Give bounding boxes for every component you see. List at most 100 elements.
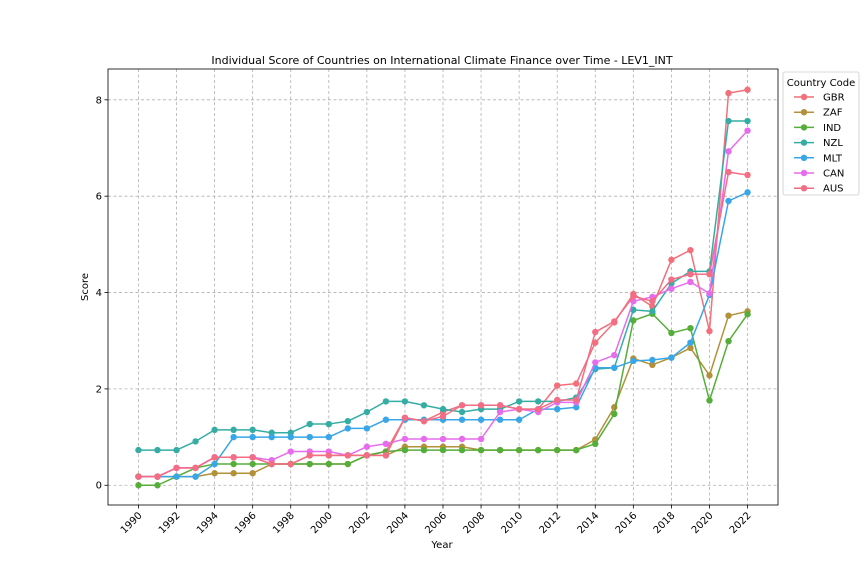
data-point-gbr	[706, 327, 713, 335]
data-point-aus	[477, 402, 485, 409]
data-point-aus	[211, 454, 218, 461]
x-axis-label: Year	[430, 540, 453, 551]
legend-item-zaf: ZAF	[794, 108, 843, 119]
data-point-ind	[344, 460, 352, 468]
y-tick-label: 0	[96, 481, 102, 492]
legend-item-nzl: NZL	[794, 138, 843, 149]
data-point-nzl	[744, 117, 751, 125]
data-point-nzl	[649, 308, 656, 315]
data-point-aus	[230, 454, 237, 461]
data-point-ind	[458, 446, 466, 454]
data-point-aus	[611, 318, 618, 325]
data-point-can	[287, 448, 294, 455]
legend-marker	[800, 169, 808, 177]
data-point-aus	[534, 405, 542, 413]
data-point-can	[687, 278, 694, 286]
series-layer	[135, 86, 751, 489]
data-point-ind	[306, 460, 313, 468]
data-point-can	[611, 351, 618, 359]
data-point-nzl	[154, 446, 161, 454]
data-point-aus	[344, 452, 352, 459]
data-point-aus	[458, 402, 466, 409]
data-point-gbr	[744, 86, 751, 93]
y-tick-label: 6	[96, 192, 102, 203]
data-point-zaf	[211, 470, 218, 477]
data-point-zaf	[706, 372, 713, 379]
data-point-nzl	[439, 405, 447, 413]
data-point-mlt	[744, 189, 751, 196]
legend-label: AUS	[823, 184, 844, 195]
data-point-aus	[687, 271, 694, 278]
series-mlt	[135, 189, 751, 480]
data-point-zaf	[687, 344, 694, 352]
legend-marker	[800, 139, 808, 146]
data-point-nzl	[420, 402, 428, 409]
data-point-nzl	[725, 117, 732, 125]
data-point-mlt	[611, 364, 618, 371]
data-point-nzl	[630, 306, 637, 314]
series-line-can	[138, 130, 749, 478]
data-point-nzl	[382, 398, 390, 405]
data-point-mlt	[725, 197, 732, 205]
legend-marker	[800, 185, 808, 192]
data-point-can	[706, 290, 713, 297]
data-point-gbr	[725, 89, 732, 97]
data-point-mlt	[668, 354, 675, 361]
x-tick-label: 2008	[461, 510, 487, 536]
legend-item-can: CAN	[794, 169, 844, 180]
legend-item-aus: AUS	[794, 184, 844, 195]
legend-label: IND	[823, 123, 841, 134]
data-point-ind	[611, 410, 618, 418]
legend-label: ZAF	[823, 108, 843, 119]
data-point-ind	[573, 446, 580, 454]
data-point-mlt	[268, 433, 275, 441]
data-point-ind	[630, 317, 637, 324]
data-point-nzl	[211, 426, 218, 434]
y-tick-label: 4	[96, 288, 102, 299]
data-point-aus	[173, 464, 180, 472]
data-point-gbr	[554, 382, 561, 389]
data-point-mlt	[573, 404, 580, 411]
data-point-nzl	[249, 426, 256, 434]
data-point-nzl	[173, 446, 180, 454]
data-point-aus	[668, 276, 675, 283]
y-tick-label: 8	[96, 95, 102, 106]
data-point-mlt	[496, 416, 504, 423]
data-point-ind	[401, 446, 409, 454]
data-point-zaf	[649, 361, 656, 369]
data-point-aus	[592, 328, 599, 336]
chart-title: Individual Score of Countries on Interna…	[211, 54, 673, 67]
legend-item-mlt: MLT	[794, 153, 843, 164]
data-point-aus	[287, 460, 294, 468]
x-tick-label: 2016	[614, 510, 640, 536]
x-tick-label: 2022	[728, 510, 754, 536]
legend-item-gbr: GBR	[794, 93, 845, 104]
data-point-can	[744, 127, 751, 134]
grid	[108, 69, 778, 505]
data-point-ind	[725, 337, 732, 345]
x-tick-label: 1990	[119, 510, 145, 536]
data-point-aus	[725, 168, 732, 176]
data-point-can	[363, 443, 371, 450]
x-tick-label: 2020	[690, 510, 716, 536]
legend-marker	[800, 124, 808, 131]
data-point-aus	[325, 452, 332, 459]
data-point-can	[382, 440, 390, 448]
data-point-nzl	[344, 417, 352, 425]
data-point-mlt	[173, 473, 180, 480]
data-point-ind	[477, 446, 485, 454]
data-point-nzl	[306, 420, 313, 428]
data-point-aus	[439, 413, 447, 420]
legend-marker	[800, 93, 808, 101]
data-point-mlt	[192, 473, 199, 480]
data-point-gbr	[592, 339, 599, 346]
data-point-aus	[554, 396, 561, 404]
data-point-aus	[154, 473, 161, 480]
data-point-can	[420, 435, 428, 443]
data-point-zaf	[725, 312, 732, 319]
data-point-ind	[249, 460, 256, 468]
data-point-aus	[496, 402, 504, 409]
data-point-aus	[135, 473, 142, 480]
data-point-can	[592, 359, 599, 366]
